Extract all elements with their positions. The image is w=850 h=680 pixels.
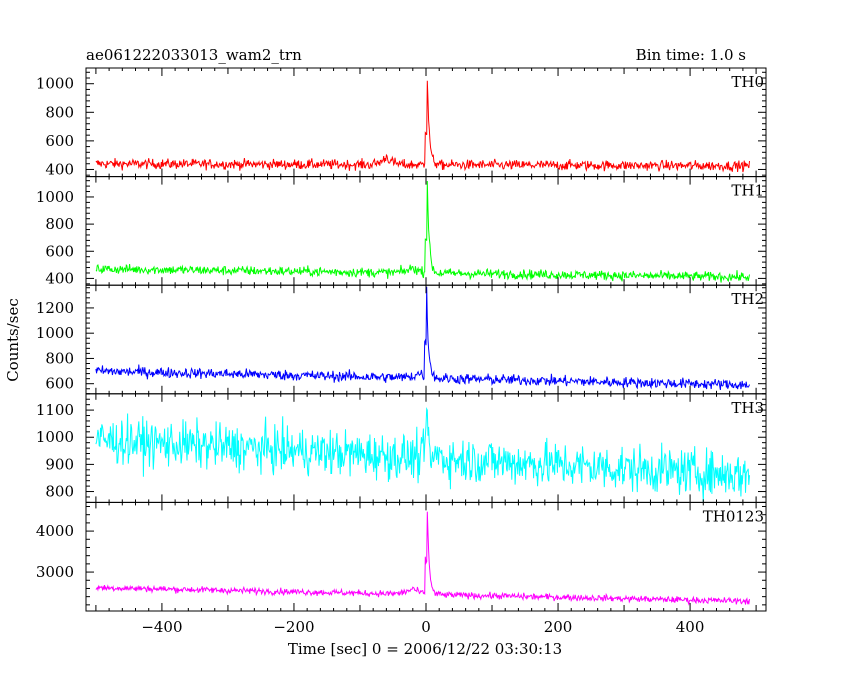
series-line-th0 bbox=[95, 80, 750, 173]
y-tick-label: 900 bbox=[45, 455, 74, 473]
panel-frame bbox=[85, 176, 767, 286]
y-tick-label: 1100 bbox=[36, 401, 74, 419]
y-tick-label: 800 bbox=[45, 215, 74, 233]
x-tick-label: 200 bbox=[544, 618, 573, 636]
panel-label: TH1 bbox=[731, 182, 764, 200]
panel-frame bbox=[85, 501, 767, 612]
panel-th0123: TH0123 3000 4000 bbox=[36, 501, 767, 612]
panel-label: TH3 bbox=[731, 399, 764, 417]
y-tick-label: 1200 bbox=[36, 299, 74, 317]
panel-frame bbox=[85, 67, 767, 178]
y-tick-label: 800 bbox=[45, 483, 74, 501]
panel-label: TH0123 bbox=[703, 507, 764, 525]
x-tick-label: 0 bbox=[421, 618, 431, 636]
x-tick-label: −200 bbox=[273, 618, 314, 636]
x-axis-label: Time [sec] 0 = 2006/12/22 03:30:13 bbox=[288, 640, 562, 658]
y-tick-label: 400 bbox=[45, 269, 74, 287]
y-tick-label: 3000 bbox=[36, 563, 74, 581]
y-axis-label: Counts/sec bbox=[4, 298, 22, 382]
panel-th1: TH1 400 600 800 1000 bbox=[36, 176, 767, 287]
y-tick-label: 600 bbox=[45, 242, 74, 260]
panel-group: TH0 400 600 800 1000 TH1 400 600 800 1000 TH2 600 80… bbox=[36, 67, 767, 636]
series-line-th2 bbox=[95, 286, 750, 390]
panel-label: TH2 bbox=[731, 290, 764, 308]
panel-label: TH0 bbox=[731, 73, 764, 91]
y-tick-label: 1000 bbox=[36, 75, 74, 93]
x-tick-label: −400 bbox=[141, 618, 182, 636]
y-tick-label: 4000 bbox=[36, 522, 74, 540]
y-tick-label: 600 bbox=[45, 132, 74, 150]
series-line-th0123 bbox=[95, 511, 750, 606]
series-line-th1 bbox=[95, 180, 750, 283]
y-tick-label: 1000 bbox=[36, 188, 74, 206]
y-tick-label: 800 bbox=[45, 349, 74, 367]
y-tick-label: 600 bbox=[45, 375, 74, 393]
y-tick-label: 400 bbox=[45, 160, 74, 178]
bin-time-label: Bin time: 1.0 s bbox=[636, 46, 746, 64]
y-tick-label: 1000 bbox=[36, 324, 74, 342]
chart-title: ae061222033013_wam2_trn bbox=[86, 46, 302, 64]
panel-th0: TH0 400 600 800 1000 bbox=[36, 67, 767, 178]
series-line-th3 bbox=[95, 406, 750, 502]
panel-th3: TH3 800 900 1000 1100 bbox=[36, 393, 767, 503]
y-tick-label: 1000 bbox=[36, 428, 74, 446]
panel-th2: TH2 600 800 1000 1200 bbox=[36, 284, 767, 395]
y-tick-label: 800 bbox=[45, 103, 74, 121]
x-tick-label: 400 bbox=[676, 618, 705, 636]
